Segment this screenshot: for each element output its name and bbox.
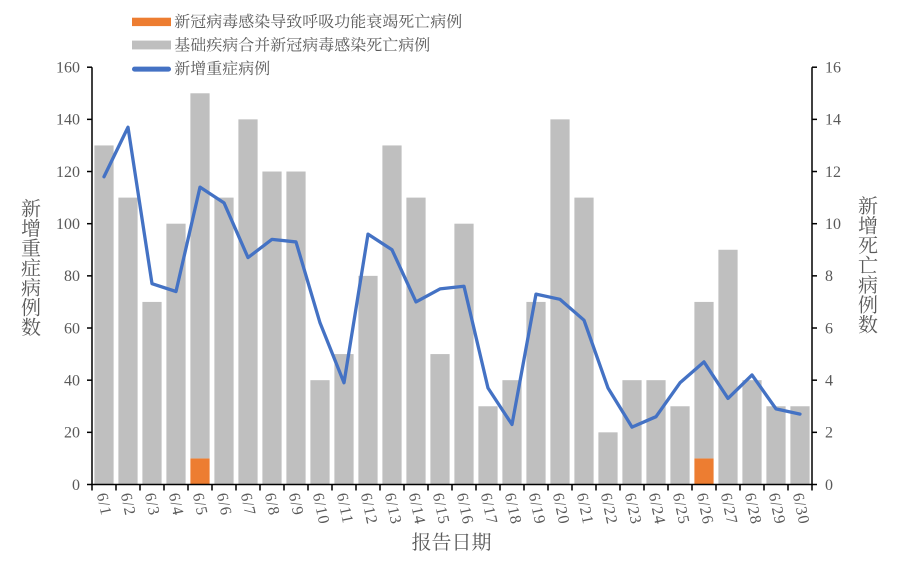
svg-text:6/26: 6/26 (693, 491, 716, 526)
svg-text:6/5: 6/5 (189, 491, 210, 517)
svg-text:6/20: 6/20 (549, 491, 572, 526)
svg-text:6/28: 6/28 (741, 491, 764, 526)
svg-text:4: 4 (825, 372, 833, 389)
svg-text:6/10: 6/10 (309, 491, 332, 526)
svg-text:0: 0 (72, 477, 80, 494)
svg-text:6/27: 6/27 (717, 491, 740, 526)
svg-text:6/6: 6/6 (213, 491, 234, 517)
svg-text:6/23: 6/23 (621, 491, 644, 526)
svg-text:6/8: 6/8 (261, 491, 282, 517)
svg-text:16: 16 (825, 60, 841, 77)
svg-text:12: 12 (825, 164, 841, 181)
svg-text:140: 140 (56, 112, 80, 129)
svg-text:6/16: 6/16 (453, 491, 476, 526)
svg-text:6/14: 6/14 (405, 491, 428, 526)
svg-text:6/21: 6/21 (573, 491, 596, 526)
svg-text:6/9: 6/9 (285, 491, 306, 517)
svg-text:80: 80 (64, 268, 80, 285)
svg-text:6/15: 6/15 (429, 491, 452, 526)
svg-text:6/25: 6/25 (669, 491, 692, 526)
svg-text:6/12: 6/12 (357, 491, 380, 526)
svg-text:14: 14 (825, 112, 841, 129)
svg-text:6/3: 6/3 (141, 491, 162, 517)
svg-text:6/7: 6/7 (237, 491, 258, 517)
svg-text:2: 2 (825, 425, 833, 442)
svg-text:120: 120 (56, 164, 80, 181)
svg-text:6/1: 6/1 (93, 491, 114, 517)
svg-text:6/24: 6/24 (645, 491, 668, 526)
svg-text:6/2: 6/2 (117, 491, 138, 517)
svg-text:60: 60 (64, 320, 80, 337)
svg-text:6/17: 6/17 (477, 491, 500, 526)
svg-text:6: 6 (825, 320, 833, 337)
svg-text:6/29: 6/29 (765, 491, 788, 526)
svg-text:6/22: 6/22 (597, 491, 620, 526)
svg-text:6/19: 6/19 (525, 491, 548, 526)
svg-text:40: 40 (64, 372, 80, 389)
svg-text:6/18: 6/18 (501, 491, 524, 526)
svg-text:10: 10 (825, 216, 841, 233)
svg-text:6/30: 6/30 (789, 491, 812, 526)
svg-text:8: 8 (825, 268, 833, 285)
svg-text:6/4: 6/4 (165, 491, 186, 517)
svg-text:100: 100 (56, 216, 80, 233)
svg-text:6/11: 6/11 (333, 491, 356, 525)
svg-text:6/13: 6/13 (381, 491, 404, 526)
svg-text:20: 20 (64, 425, 80, 442)
svg-text:0: 0 (825, 477, 833, 494)
svg-text:160: 160 (56, 60, 80, 77)
